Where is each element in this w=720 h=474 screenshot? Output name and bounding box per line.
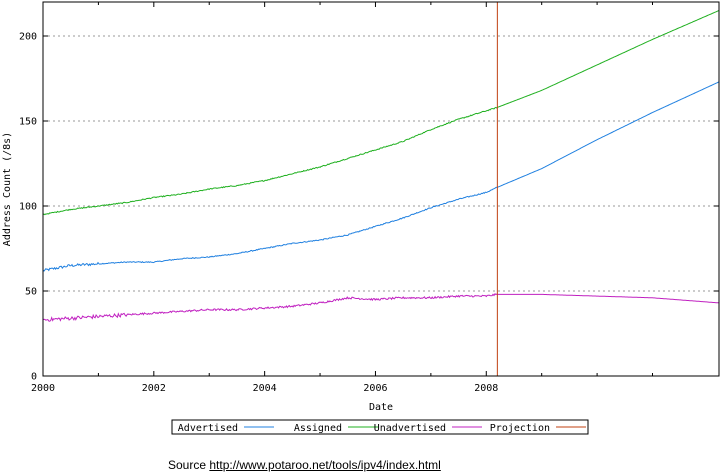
y-tick-label: 200 xyxy=(19,32,37,43)
axis-ticks: 0 50 100 150 200 2000 2002 2004 2006 2008 xyxy=(19,2,719,394)
source-prefix: Source xyxy=(168,458,210,472)
series-line-assigned xyxy=(42,10,720,216)
x-tick-label: 2002 xyxy=(142,383,166,394)
y-axis-title: Address Count (/8s) xyxy=(2,132,13,246)
legend-label-projection: Projection xyxy=(490,423,550,434)
y-tick-label: 150 xyxy=(19,117,37,128)
legend-box xyxy=(171,419,589,435)
series-line-advertised xyxy=(42,81,720,272)
plot-area-frame xyxy=(42,1,720,377)
series-line-unadvertised xyxy=(42,293,720,322)
gridlines xyxy=(43,35,719,292)
legend-label-assigned: Assigned xyxy=(294,423,342,434)
x-tick-label: 2004 xyxy=(253,383,277,394)
y-tick-label: 100 xyxy=(19,202,37,213)
source-line: Source http://www.potaroo.net/tools/ipv4… xyxy=(168,458,441,472)
legend-label-advertised: Advertised xyxy=(178,423,238,434)
x-axis-title: Date xyxy=(369,402,393,413)
series-lines xyxy=(42,10,720,322)
y-tick-label: 50 xyxy=(25,287,37,298)
legend-label-unadvertised: Unadvertised xyxy=(374,423,446,434)
y-tick-label: 0 xyxy=(31,372,37,383)
legend: Advertised Assigned Unadvertised Projection xyxy=(171,419,589,435)
x-tick-label: 2006 xyxy=(363,383,387,394)
source-link[interactable]: http://www.potaroo.net/tools/ipv4/index.… xyxy=(209,458,441,472)
x-tick-label: 2000 xyxy=(31,383,55,394)
x-tick-label: 2008 xyxy=(474,383,498,394)
